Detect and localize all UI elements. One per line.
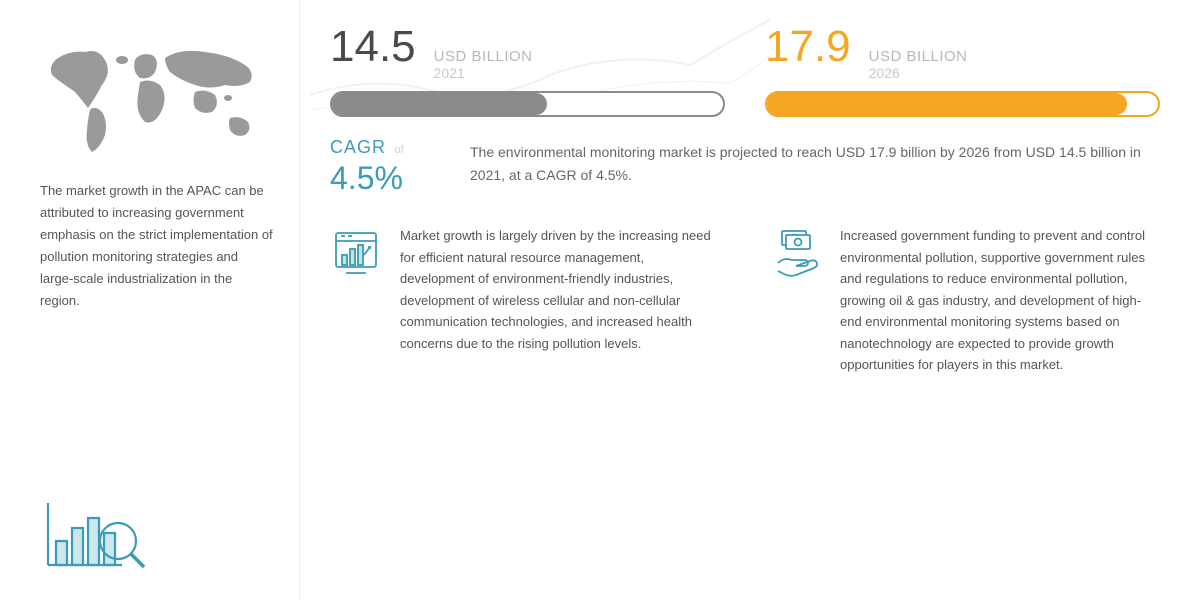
info-block-drivers: Market growth is largely driven by the i… <box>330 225 720 375</box>
info-row: Market growth is largely driven by the i… <box>330 225 1160 375</box>
left-panel: The market growth in the APAC can be att… <box>0 0 300 600</box>
right-panel: 14.5 USD BILLION 2021 17.9 USD BILLION 2… <box>300 0 1200 600</box>
summary-text: The environmental monitoring market is p… <box>470 137 1160 197</box>
world-map-icon <box>40 30 270 160</box>
money-hand-icon <box>770 225 826 281</box>
cagr-block: CAGR of 4.5% <box>330 137 440 197</box>
cagr-value: 4.5% <box>330 160 440 197</box>
metric-2021-year: 2021 <box>434 65 533 81</box>
apac-description: The market growth in the APAC can be att… <box>40 180 274 313</box>
metrics-row: 14.5 USD BILLION 2021 17.9 USD BILLION 2… <box>330 25 1160 117</box>
cagr-of: of <box>394 144 403 156</box>
metric-2026-value: 17.9 <box>765 25 851 69</box>
metric-2021-value: 14.5 <box>330 25 416 69</box>
progress-2021-fill <box>332 93 547 115</box>
growth-chart-icon <box>330 225 386 281</box>
metric-2026-unit: USD BILLION <box>869 48 968 65</box>
progress-2026-track <box>765 91 1160 117</box>
metric-2021-unit: USD BILLION <box>434 48 533 65</box>
infographic-container: The market growth in the APAC can be att… <box>0 0 1200 600</box>
apac-vertical-label: APAC <box>0 495 2 540</box>
metric-2021: 14.5 USD BILLION 2021 <box>330 25 725 117</box>
info-text-opportunities: Increased government funding to prevent … <box>840 225 1160 375</box>
progress-2021-track <box>330 91 725 117</box>
progress-2026-fill <box>767 93 1127 115</box>
metric-2026-year: 2026 <box>869 65 968 81</box>
bar-chart-magnifier-icon <box>40 493 150 578</box>
cagr-label: CAGR <box>330 137 386 157</box>
info-block-opportunities: Increased government funding to prevent … <box>770 225 1160 375</box>
info-text-drivers: Market growth is largely driven by the i… <box>400 225 720 375</box>
metric-2026: 17.9 USD BILLION 2026 <box>765 25 1160 117</box>
summary-row: CAGR of 4.5% The environmental monitorin… <box>330 137 1160 197</box>
